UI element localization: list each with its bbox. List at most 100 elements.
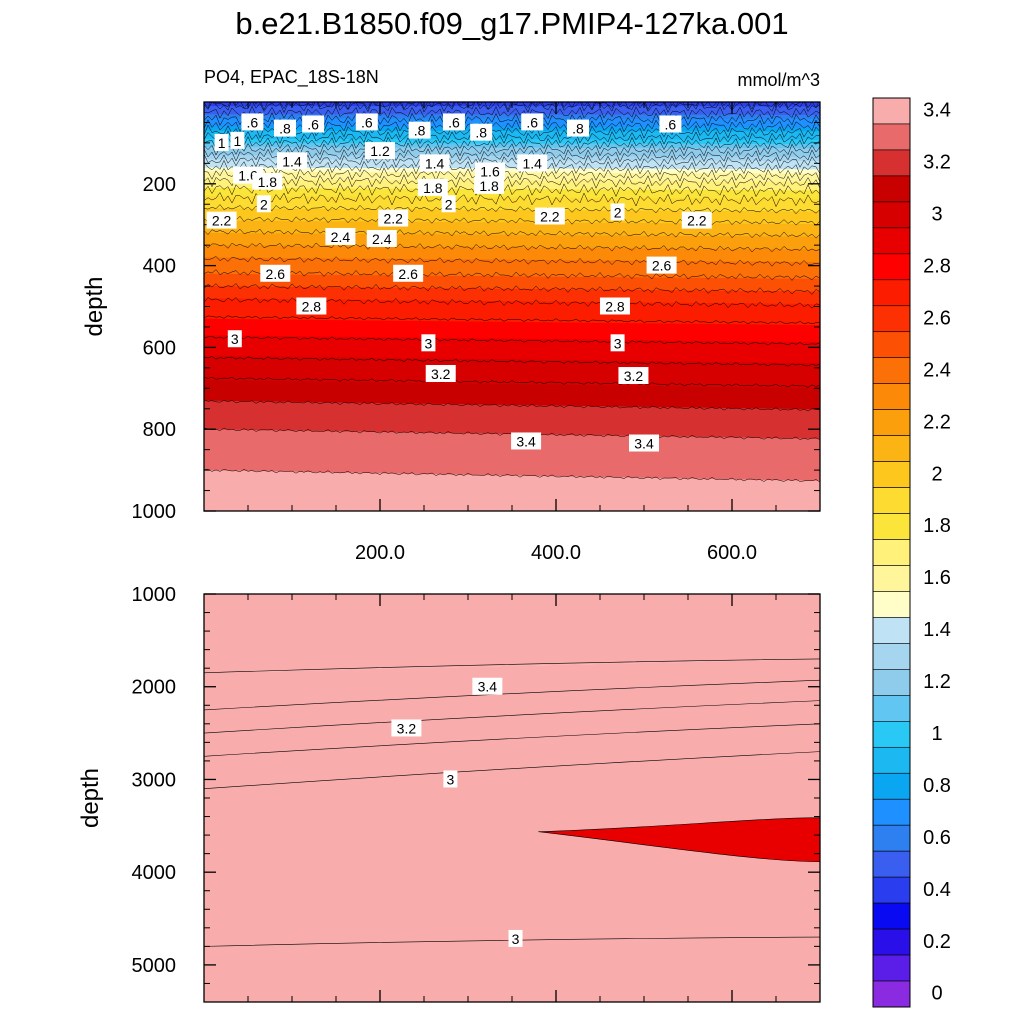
contour-band: [204, 425, 820, 440]
contour-band: [204, 290, 820, 301]
isoline: [204, 174, 820, 189]
contour-label: 2: [441, 195, 456, 213]
contour-label-text: 2.4: [372, 231, 392, 247]
contour-label-box: [511, 432, 542, 450]
y-axis-label: depth: [81, 276, 108, 336]
colorbar-box: [872, 513, 911, 540]
contour-label: 1.8: [252, 172, 283, 190]
contour-label-text: 1.2: [370, 143, 390, 159]
isoline: [204, 105, 820, 120]
colorbar-box: [872, 409, 911, 436]
contour-label: 1.4: [277, 152, 307, 170]
contour-label-box: [475, 162, 505, 180]
contour-label-text: 3.4: [516, 433, 536, 449]
colorbar-label: 0.2: [923, 931, 951, 953]
contour-label-box: [419, 154, 450, 172]
contour-band: [204, 421, 820, 436]
contour-label-text: 3.4: [634, 436, 654, 452]
contour-band: [204, 322, 820, 335]
isoline: [204, 141, 820, 157]
colorbar-label: 3.2: [923, 152, 951, 174]
contour-label-text: 1: [234, 133, 242, 149]
contour-label: .6: [521, 113, 544, 131]
contour-label: 3.2: [391, 719, 422, 737]
colorbar-label: 2.2: [923, 411, 951, 433]
colorbar-box: [872, 565, 911, 592]
isoline: [204, 228, 820, 239]
contour-label-text: 1.6: [480, 164, 500, 180]
contour-band: [204, 204, 820, 213]
contour-band: [204, 594, 820, 673]
contour-label: 2: [610, 203, 625, 221]
colorbar-label: 2.8: [923, 256, 951, 278]
colorbar-box: [872, 850, 911, 878]
contour-label-box: [610, 203, 625, 221]
contour-label-box: [393, 264, 424, 282]
contour-label-box: [365, 142, 395, 160]
colorbar-box: [872, 279, 911, 307]
contour-label-box: [421, 334, 436, 352]
contour-label-box: [425, 364, 456, 382]
contour-label: 3: [421, 334, 436, 352]
contour-label-box: [214, 133, 229, 151]
isoline: [204, 242, 820, 253]
contour-band: [204, 506, 417, 511]
contour-label-box: [618, 367, 649, 385]
contour-label-box: [296, 297, 327, 315]
contour-label-box: [378, 209, 409, 227]
contour-band: [204, 461, 820, 478]
contour-band: [204, 245, 820, 255]
contour-band: [204, 363, 820, 377]
contour-label: 1.2: [365, 142, 395, 160]
contour-label-box: [417, 178, 448, 196]
contour-label-box: [610, 334, 625, 352]
units-label: mmol/m^3: [738, 70, 820, 90]
contour-label: 2.6: [646, 256, 677, 274]
contour-label: 2.4: [325, 227, 356, 245]
contour-band: [204, 658, 820, 1002]
contour-band: [204, 351, 820, 364]
contour-label-text: .6: [361, 114, 373, 130]
contour-label: .6: [355, 113, 378, 131]
contour-label: .6: [302, 115, 325, 133]
contour-band: [204, 355, 820, 369]
contour-band: [204, 216, 820, 225]
isoline: [204, 204, 820, 215]
contour-band: [204, 294, 820, 305]
contour-label: 3.4: [472, 677, 503, 695]
contour-label: 3: [443, 770, 458, 788]
contour-label-box: [517, 154, 548, 172]
contour-label-text: 2.6: [398, 266, 418, 282]
y-tick-label: 1000: [132, 584, 177, 606]
colorbar-box: [872, 695, 911, 722]
x-tick-label: 200.0: [355, 542, 405, 564]
contour-band: [204, 470, 820, 486]
contour-band: [204, 404, 820, 419]
contour-band: [204, 367, 820, 381]
contour-band: [204, 396, 820, 411]
colorbar-label: 1.4: [923, 619, 951, 641]
y-tick-label: 600: [143, 337, 176, 359]
contour-label: .8: [408, 121, 431, 139]
contour-band: [204, 232, 820, 242]
colorbar: 0 0.2 0.4 0.6 0.8 1 1.2 1.4 1.6 1.8 2 2.2 2.4 2.6 2.8 3…: [872, 97, 951, 1008]
colorbar-box: [872, 902, 911, 930]
contour-band: [204, 343, 820, 356]
contour-band: [204, 310, 820, 322]
y-tick-label: 800: [143, 419, 176, 441]
contour-label-text: 1.8: [479, 178, 499, 194]
y-tick-label: 1000: [132, 501, 177, 523]
contour-label: 1.8: [417, 178, 448, 196]
contour-label: 3.2: [618, 367, 649, 385]
isoline: [204, 700, 820, 734]
contour-label: 1.8: [474, 176, 505, 194]
contour-band: [204, 249, 820, 259]
contour-band: [204, 331, 820, 343]
colorbar-box: [872, 305, 911, 333]
colorbar-box: [872, 461, 911, 488]
contour-band: [204, 453, 820, 470]
contour-band: [204, 498, 820, 511]
contour-band: [204, 318, 820, 331]
isoline: [204, 256, 820, 267]
contour-band: [204, 273, 820, 284]
